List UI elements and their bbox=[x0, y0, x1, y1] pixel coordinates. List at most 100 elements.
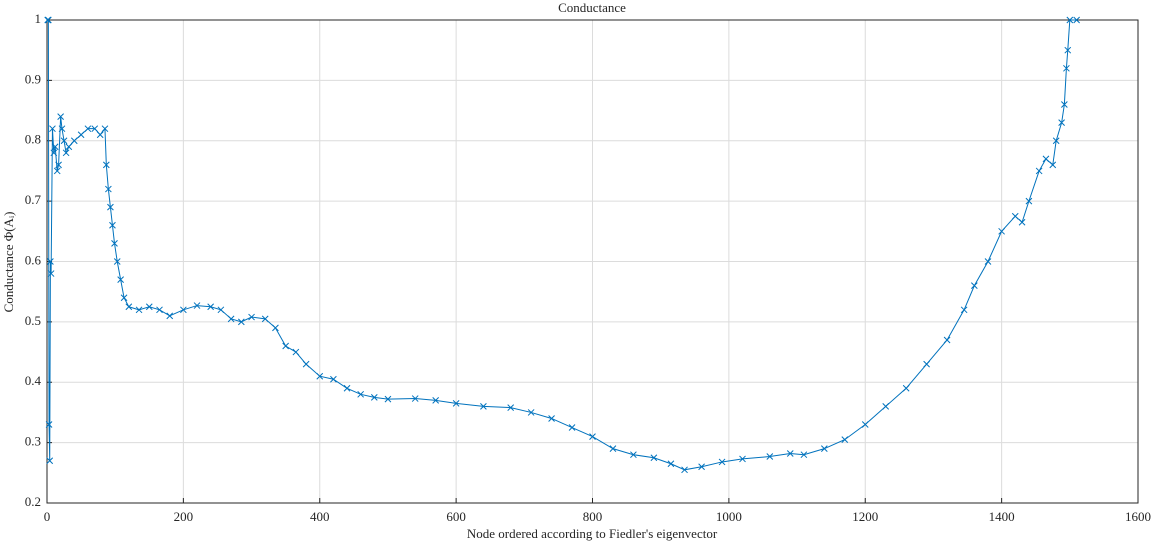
data-marker bbox=[432, 397, 440, 404]
data-marker bbox=[902, 384, 910, 392]
data-marker bbox=[272, 324, 279, 332]
y-tick-label: 0.6 bbox=[25, 252, 42, 267]
data-marker bbox=[125, 303, 133, 311]
data-marker bbox=[452, 400, 460, 407]
y-tick-label: 0.5 bbox=[25, 313, 41, 328]
data-marker bbox=[227, 315, 235, 323]
data-marker bbox=[145, 303, 153, 311]
data-marker bbox=[261, 315, 269, 323]
data-marker bbox=[507, 404, 515, 411]
data-marker bbox=[1064, 46, 1072, 54]
data-marker bbox=[527, 409, 535, 416]
data-marker bbox=[302, 360, 310, 368]
data-marker bbox=[51, 143, 59, 151]
data-marker bbox=[970, 282, 978, 290]
y-tick-label: 0.7 bbox=[25, 192, 42, 207]
data-marker bbox=[111, 240, 118, 247]
data-marker bbox=[117, 276, 124, 283]
data-marker bbox=[739, 455, 746, 463]
data-marker bbox=[316, 372, 324, 380]
data-marker bbox=[1018, 218, 1026, 226]
data-marker bbox=[193, 302, 201, 309]
data-marker bbox=[57, 113, 64, 120]
data-marker bbox=[248, 313, 255, 321]
data-marker bbox=[50, 149, 58, 157]
x-tick-label: 600 bbox=[446, 509, 466, 524]
data-marker bbox=[58, 125, 66, 133]
data-marker bbox=[589, 433, 596, 440]
data-marker bbox=[45, 421, 53, 428]
data-marker bbox=[207, 303, 215, 311]
data-marker bbox=[70, 137, 78, 145]
data-marker bbox=[292, 348, 300, 356]
x-tick-label: 1200 bbox=[852, 509, 878, 524]
data-marker bbox=[101, 125, 109, 133]
y-axis-label: Conductance Φ(Aᵢ) bbox=[1, 212, 16, 313]
data-marker bbox=[60, 137, 68, 145]
data-marker bbox=[156, 306, 163, 314]
data-marker bbox=[91, 125, 99, 133]
data-marker bbox=[480, 403, 487, 410]
data-marker bbox=[841, 436, 849, 443]
axes-box bbox=[46, 19, 1139, 504]
data-marker bbox=[330, 375, 337, 383]
data-marker bbox=[96, 131, 104, 139]
data-marker bbox=[282, 342, 290, 350]
x-tick-label: 1400 bbox=[989, 509, 1015, 524]
data-marker bbox=[1063, 64, 1070, 72]
data-marker bbox=[109, 221, 116, 229]
y-tick-label: 0.9 bbox=[25, 71, 41, 86]
data-marker bbox=[960, 306, 968, 314]
data-marker bbox=[343, 384, 351, 392]
data-marker bbox=[1073, 16, 1080, 24]
data-marker bbox=[1058, 119, 1065, 126]
data-marker bbox=[548, 415, 555, 422]
x-tick-label: 1600 bbox=[1125, 509, 1151, 524]
data-marker bbox=[65, 143, 73, 151]
x-tick-label: 400 bbox=[310, 509, 330, 524]
data-marker bbox=[45, 16, 52, 24]
y-tick-label: 0.2 bbox=[25, 494, 41, 509]
data-marker bbox=[84, 125, 92, 133]
data-marker bbox=[1042, 155, 1050, 163]
data-marker bbox=[650, 454, 658, 462]
data-marker bbox=[135, 306, 143, 314]
data-marker bbox=[62, 149, 70, 157]
data-marker bbox=[1049, 161, 1057, 169]
data-marker bbox=[1035, 167, 1043, 175]
data-marker bbox=[1066, 16, 1074, 24]
data-marker bbox=[47, 258, 54, 265]
x-tick-label: 1000 bbox=[716, 509, 742, 524]
data-marker bbox=[718, 458, 726, 466]
x-tick-label: 200 bbox=[174, 509, 194, 524]
data-marker bbox=[55, 161, 62, 169]
data-marker bbox=[923, 360, 930, 368]
data-marker bbox=[217, 306, 225, 314]
data-marker bbox=[998, 227, 1005, 235]
data-marker bbox=[357, 390, 365, 398]
data-marker bbox=[609, 445, 617, 453]
data-marker bbox=[630, 451, 637, 459]
y-tick-label: 0.4 bbox=[25, 373, 42, 388]
data-marker bbox=[943, 336, 951, 344]
data-marker bbox=[49, 125, 56, 133]
data-marker bbox=[984, 258, 992, 265]
data-marker bbox=[800, 451, 808, 459]
data-marker bbox=[568, 424, 576, 431]
x-tick-label: 800 bbox=[583, 509, 603, 524]
data-marker bbox=[107, 203, 114, 211]
data-marker bbox=[53, 167, 61, 175]
data-marker bbox=[667, 460, 675, 468]
y-tick-label: 1 bbox=[35, 11, 42, 26]
data-marker bbox=[698, 463, 705, 471]
data-marker bbox=[766, 453, 774, 460]
data-marker bbox=[1052, 137, 1060, 145]
data-marker bbox=[1061, 101, 1068, 108]
data-marker bbox=[120, 294, 128, 302]
chart-title: Conductance bbox=[558, 0, 626, 15]
data-marker bbox=[370, 393, 378, 401]
data-marker bbox=[46, 457, 54, 465]
x-axis-label: Node ordered according to Fiedler's eige… bbox=[467, 526, 718, 541]
y-tick-label: 0.3 bbox=[25, 434, 41, 449]
